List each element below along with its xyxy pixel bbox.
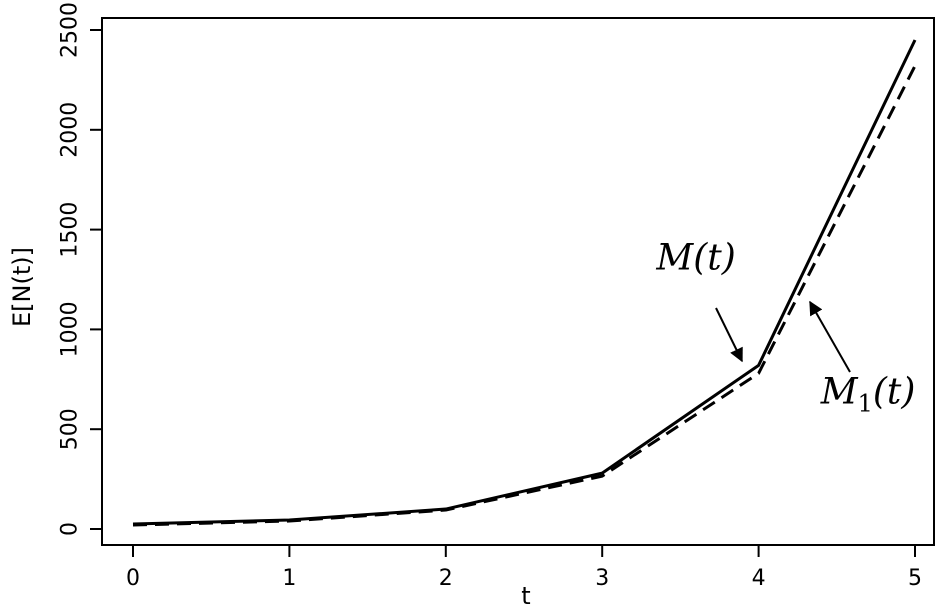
annotation-m-of-t: M(t) (655, 238, 743, 363)
annotation-layer: M(t) M1(t) (655, 238, 915, 418)
x-tick-label: 3 (595, 566, 609, 591)
series-layer (132, 39, 917, 527)
x-tick-label: 5 (908, 566, 922, 591)
x-tick-label: 0 (126, 566, 140, 591)
series-line-dashed (132, 65, 917, 527)
y-tick-label: 1000 (58, 301, 83, 357)
y-tick-label: 2000 (58, 102, 83, 158)
annotation-label: M1(t) (820, 371, 916, 417)
annotation-label: M(t) (655, 238, 735, 279)
annotation-arrow (809, 300, 851, 373)
y-axis-title: E[N(t)] (8, 247, 36, 327)
x-tick-label: 4 (752, 566, 766, 591)
annotation-m1-of-t: M1(t) (809, 300, 916, 417)
plot-frame-group (101, 17, 935, 546)
plot-frame (101, 17, 935, 546)
x-tick-label: 2 (439, 566, 453, 591)
y-tick-label: 1500 (58, 202, 83, 258)
y-tick-label: 500 (58, 408, 83, 450)
x-axis: 0 1 2 3 4 5 (126, 544, 922, 591)
x-axis-title: t (521, 582, 530, 609)
annotation-arrow (715, 307, 743, 363)
series-line-solid (132, 39, 917, 526)
y-axis: 0 500 1000 1500 2000 2500 (58, 2, 103, 536)
y-tick-label: 0 (58, 522, 83, 536)
y-tick-label: 2500 (58, 2, 83, 58)
x-tick-label: 1 (282, 566, 296, 591)
